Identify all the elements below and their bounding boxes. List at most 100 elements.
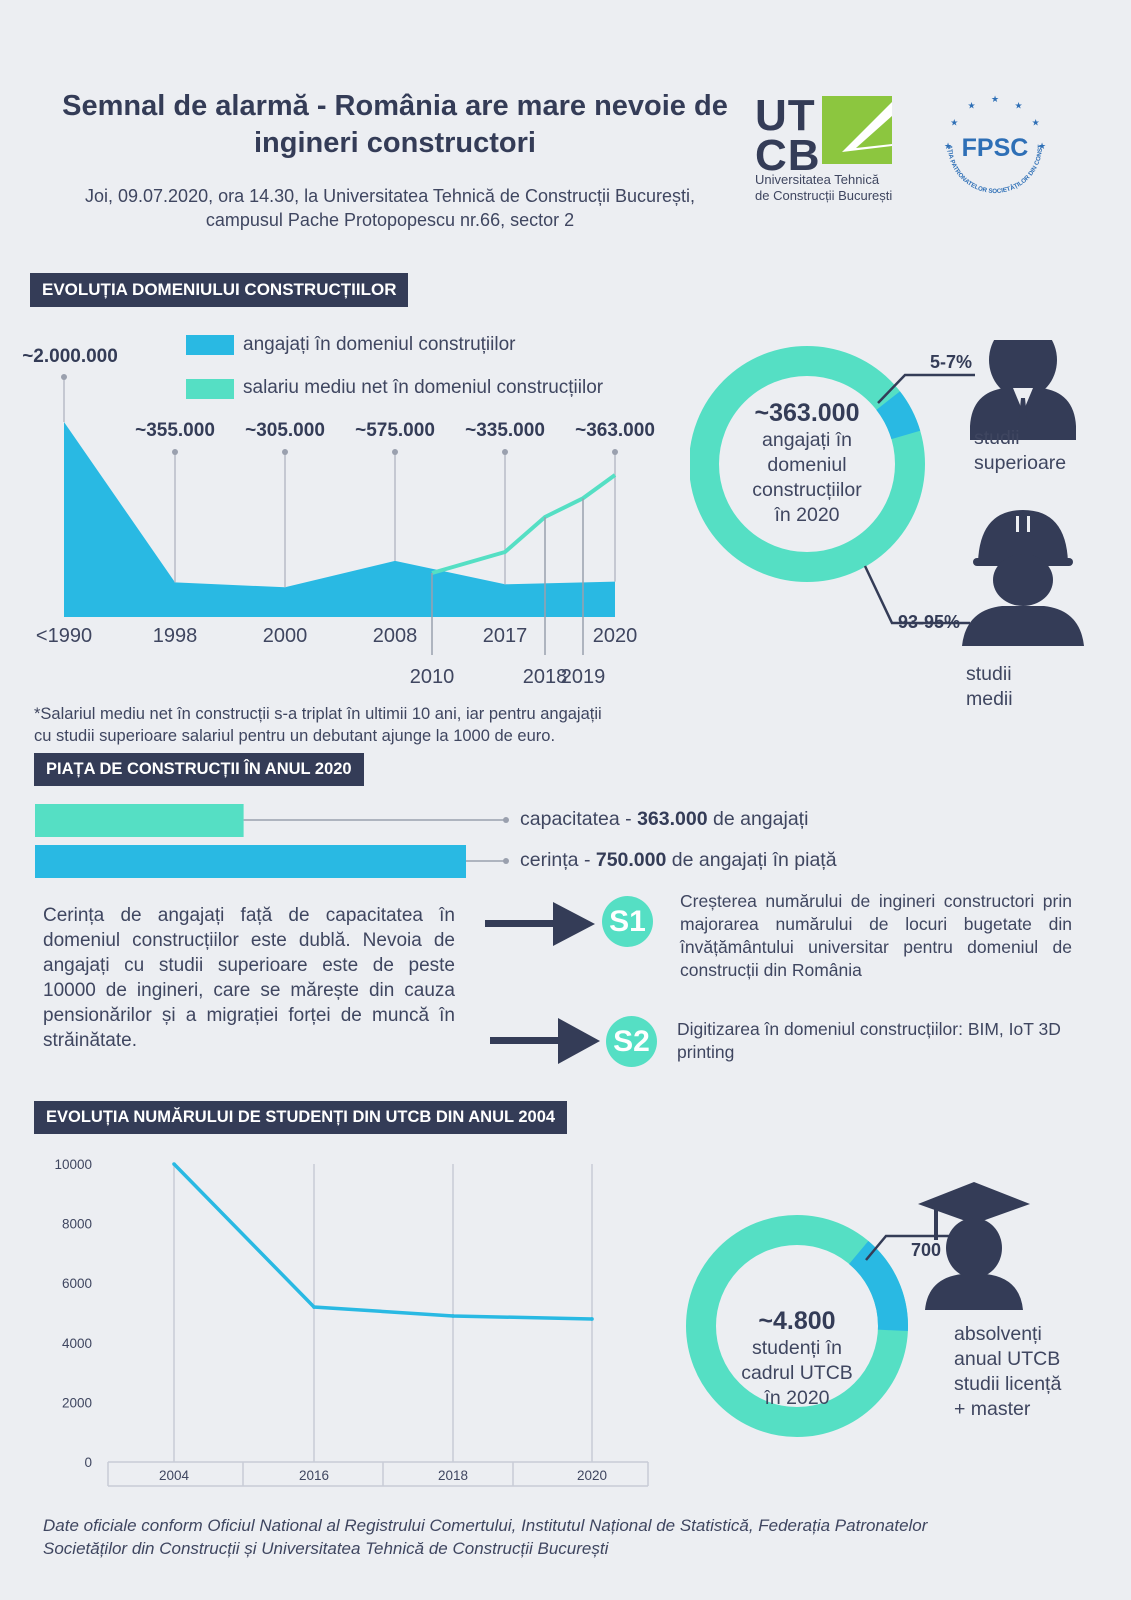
x-tick-2008: 2008: [373, 625, 418, 647]
value-label-2000: ~305.000: [245, 420, 325, 441]
bar-leader-dot-cerința: [503, 858, 509, 864]
event-subtitle: Joi, 09.07.2020, ora 14.30, la Universit…: [60, 184, 720, 232]
demand-label-prefix: cerința -: [520, 849, 596, 871]
arrow-to-s1-icon: [485, 902, 595, 946]
fpsc-star-icon: ★: [991, 94, 999, 104]
y-tick-0: 0: [84, 1455, 92, 1470]
ring2-center-text: ~4.800 studenți în cadrul UTCB în 2020: [707, 1306, 887, 1411]
x-tick-2016: 2016: [299, 1468, 329, 1483]
value-dot-2020: [612, 449, 618, 455]
utcb-caption-line-1: Universitatea Tehnică: [755, 172, 880, 187]
leader-higher: [877, 373, 975, 404]
students-point-2016: [312, 1305, 316, 1309]
capacity-label-suffix: de angajați: [707, 808, 809, 830]
utcb-logo-caption: Universitatea Tehnică de Construcții Buc…: [755, 172, 892, 204]
x-tick-2004: 2004: [159, 1468, 190, 1483]
fpsc-star-icon: ★: [1038, 141, 1046, 151]
x-tick-2020: 2020: [577, 1468, 607, 1483]
students-point-2020: [590, 1317, 594, 1321]
value-dot-2000: [282, 449, 288, 455]
demand-label-suffix: de angajați în piață: [666, 849, 837, 871]
y-tick-6000: 6000: [62, 1276, 92, 1291]
students-line-chart: 0 2000 4000 6000 8000 10000 2004 2016 2018 2020: [54, 1157, 649, 1487]
business-person-icon: [970, 340, 1076, 440]
title-line-2: ingineri constructori: [254, 127, 536, 159]
subtitle-line-2: campusul Pache Protopopescu nr.66, secto…: [205, 210, 575, 230]
demand-paragraph: Cerința de angajați față de capacitatea …: [43, 905, 455, 1051]
footnote-line-2: cu studii superioare salariul pentru un …: [34, 727, 556, 745]
value-label-2008: ~575.000: [355, 420, 435, 441]
section-header-student-evolution: EVOLUȚIA NUMĂRULUI DE STUDENȚI DIN UTCB …: [34, 1101, 568, 1134]
solution-s1-badge: S1: [602, 896, 653, 947]
utcb-logo-mark: [822, 96, 892, 164]
section-header-construction-evolution: EVOLUȚIA DOMENIULUI CONSTRUCȚIILOR: [30, 273, 409, 307]
graduate-icon: [918, 1182, 1030, 1310]
x-tick-2000: 2000: [263, 625, 308, 647]
higher-studies-label: studii superioare: [974, 426, 1066, 476]
utcb-logo-line-1: UT: [755, 91, 816, 140]
employees-area: [64, 422, 615, 617]
ring2-line-2: cadrul UTCB: [741, 1362, 853, 1384]
higher-studies-pct: 5-7%: [930, 352, 973, 372]
capacity-label: capacitatea - 363.000 de angajați: [520, 808, 808, 831]
fpsc-star-icon: ★: [1032, 118, 1040, 128]
graduates-label-line-4: + master: [954, 1398, 1031, 1420]
title-line-1: Semnal de alarmă - România are mare nevo…: [62, 90, 728, 122]
ring1-value: ~363.000: [754, 399, 860, 427]
y-tick-4000: 4000: [62, 1336, 92, 1351]
graduates-count: 700: [911, 1240, 942, 1260]
solution-s1-text: Creșterea numărului de ingineri construc…: [680, 891, 1072, 980]
x-tick-<1990: <1990: [36, 625, 92, 647]
construction-worker-icon: [962, 510, 1084, 646]
graduates-label-line-2: anual UTCB: [954, 1348, 1061, 1370]
ring1-line-4: în 2020: [774, 504, 840, 526]
ring2-line-1: studenți în: [752, 1337, 842, 1359]
fpsc-star-icon: ★: [1014, 100, 1022, 110]
subtitle-line-1: Joi, 09.07.2020, ora 14.30, la Universit…: [84, 186, 696, 206]
medium-studies-pct: 93-95%: [898, 612, 961, 632]
x-tick-2019: 2019: [561, 666, 606, 688]
solution-s2-text: Digitizarea în domeniul construcțiilor: …: [677, 1019, 1061, 1062]
sources-line-2: Societăților din Construcții și Universi…: [43, 1539, 609, 1558]
students-line: [172, 1162, 593, 1321]
arrow-to-s2-icon: [490, 1018, 600, 1064]
capacity-value: 363.000: [637, 808, 708, 830]
students-ring-group: [686, 1182, 1030, 1437]
section-header-market-2020: PIAȚA DE CONSTRUCȚII ÎN ANUL 2020: [34, 753, 364, 786]
x-tick-2018: 2018: [523, 666, 568, 688]
higher-label-line-2: superioare: [974, 452, 1067, 474]
fpsc-logo-text: FPSC: [962, 134, 1029, 162]
employees-ring-group: [690, 340, 1084, 646]
fpsc-star-icon: ★: [944, 141, 952, 151]
fpsc-star-icon: ★: [967, 100, 975, 110]
y-tick-10000: 10000: [54, 1157, 92, 1172]
solution-s2-badge: S2: [606, 1016, 657, 1067]
capacity-label-prefix: capacitatea -: [520, 808, 638, 830]
demand-value: 750.000: [595, 849, 667, 871]
capacity-demand-bars: [35, 804, 509, 878]
ring2-line-3: în 2020: [764, 1387, 830, 1409]
graduates-label-line-1: absolvenți: [954, 1323, 1042, 1345]
medium-label-line-2: medii: [966, 688, 1013, 710]
employees-area-chart: ~2.000.000 ~355.000 ~305.000 ~575.000 ~335.0…: [22, 346, 655, 688]
leader-graduates: [865, 1234, 952, 1261]
utcb-logo-line-2: CB: [755, 131, 821, 180]
utcb-logo: UT CB: [755, 91, 821, 180]
graduates-label: absolvenți anual UTCB studii licență + m…: [954, 1322, 1061, 1422]
page-title: Semnal de alarmă - România are mare nevo…: [50, 88, 740, 162]
footnote-line-1: *Salariul mediu net în construcții s-a t…: [34, 705, 602, 723]
utcb-caption-line-2: de Construcții București: [755, 188, 893, 203]
ring1-center-text: ~363.000 angajați în domeniul construcți…: [717, 398, 897, 528]
value-label-<1990: ~2.000.000: [22, 346, 118, 367]
value-dot-1998: [172, 449, 178, 455]
legend-swatch-salary: [186, 379, 234, 399]
students-point-2004: [172, 1162, 176, 1166]
x-tick-2017: 2017: [483, 625, 528, 647]
value-dot-2008: [392, 449, 398, 455]
salary-footnote: *Salariul mediu net în construcții s-a t…: [34, 703, 714, 747]
fpsc-star-icon: ★: [950, 118, 958, 128]
value-label-2020: ~363.000: [575, 420, 655, 441]
legend-label-salary: salariu mediu net în domeniul construcți…: [243, 377, 604, 398]
value-label-2017: ~335.000: [465, 420, 545, 441]
ring1-line-1: angajați în: [762, 429, 852, 451]
